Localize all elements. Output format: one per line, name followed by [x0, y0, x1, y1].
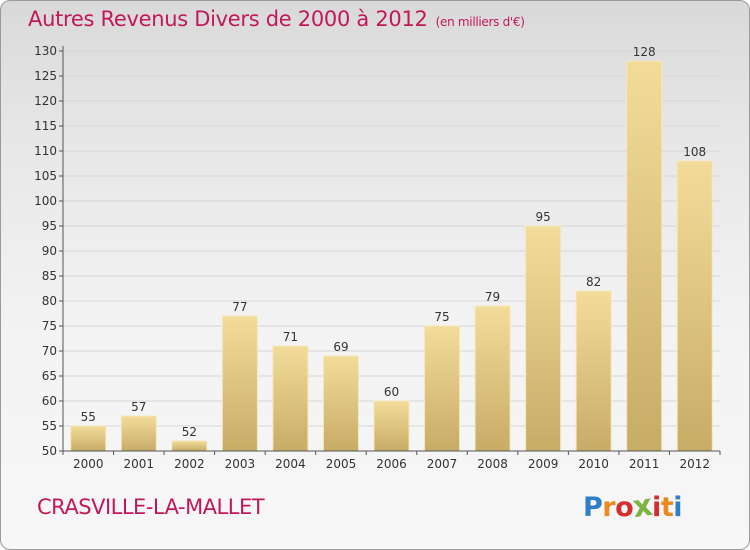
y-tick-label: 100: [34, 194, 57, 208]
x-tick-label: 2001: [124, 457, 155, 471]
logo-letter: i: [673, 492, 682, 523]
logo-letter: i: [652, 492, 661, 523]
y-tick-label: 50: [42, 444, 57, 458]
x-tick-label: 2004: [275, 457, 306, 471]
data-label: 128: [633, 45, 656, 59]
bar-series: [70, 60, 713, 452]
y-tick-label: 70: [42, 344, 57, 358]
logo-letter: o: [615, 492, 634, 523]
data-label: 55: [81, 410, 96, 424]
data-label: 108: [683, 145, 706, 159]
bar: [120, 415, 157, 452]
x-tick-label: 2006: [376, 457, 407, 471]
y-tick-label: 85: [42, 269, 57, 283]
y-tick-label: 105: [34, 169, 57, 183]
x-tick-label: 2010: [578, 457, 609, 471]
axes: 50 55 60 65 70 75 80 85 90 95 100 105 110 115 120 125 13…: [34, 44, 721, 471]
x-tick-label: 2003: [225, 457, 256, 471]
bar: [626, 60, 663, 452]
x-tick-label: 2012: [679, 457, 710, 471]
x-tick-label: 2009: [528, 457, 559, 471]
logo-letter: t: [660, 492, 674, 523]
bar: [221, 315, 258, 452]
bar: [272, 345, 309, 452]
data-label: 95: [535, 210, 550, 224]
x-tick-label: 2000: [73, 457, 104, 471]
y-tick-label: 125: [34, 69, 57, 83]
x-tick-label: 2005: [326, 457, 357, 471]
data-labels: 55 57 52 77 71 69 60 75 79 95 82 128 108: [81, 45, 707, 439]
y-tick-label: 120: [34, 94, 57, 108]
y-tick-label: 130: [34, 44, 57, 58]
data-label: 75: [434, 310, 449, 324]
data-label: 71: [283, 330, 298, 344]
data-label: 79: [485, 290, 500, 304]
y-tick-label: 55: [42, 419, 57, 433]
x-tick-label: 2007: [427, 457, 458, 471]
bar: [70, 425, 107, 452]
bar: [525, 225, 562, 452]
x-tick-label: 2002: [174, 457, 205, 471]
bar: [575, 290, 612, 452]
proxiti-logo: Proxiti: [583, 487, 682, 526]
y-tick-label: 65: [42, 369, 57, 383]
y-tick-label: 95: [42, 219, 57, 233]
bar: [424, 325, 461, 452]
bar: [171, 440, 208, 452]
place-name: CRASVILLE-LA-MALLET: [37, 495, 265, 519]
data-label: 57: [131, 400, 146, 414]
y-tick-label: 115: [34, 119, 57, 133]
y-tick-label: 110: [34, 144, 57, 158]
y-tick-label: 90: [42, 244, 57, 258]
bar: [373, 400, 410, 452]
x-tick-label: 2011: [629, 457, 660, 471]
y-tick-label: 60: [42, 394, 57, 408]
bar: [676, 160, 713, 452]
chart-title-text: Autres Revenus Divers de 2000 à 2012: [28, 7, 428, 31]
data-label: 82: [586, 275, 601, 289]
chart-title: Autres Revenus Divers de 2000 à 2012 (en …: [28, 7, 525, 31]
logo-letter: x: [630, 487, 655, 526]
logo-letter: P: [583, 492, 603, 523]
y-tick-label: 80: [42, 294, 57, 308]
bar: [474, 305, 511, 452]
data-label: 52: [182, 425, 197, 439]
bar: [322, 355, 359, 452]
x-tick-label: 2008: [477, 457, 508, 471]
data-label: 77: [232, 300, 247, 314]
chart-subtitle: (en milliers d'€): [435, 15, 525, 29]
data-label: 60: [384, 385, 399, 399]
logo-letter: r: [602, 492, 616, 523]
y-tick-label: 75: [42, 319, 57, 333]
grid-lines: [63, 50, 720, 427]
data-label: 69: [333, 340, 348, 354]
